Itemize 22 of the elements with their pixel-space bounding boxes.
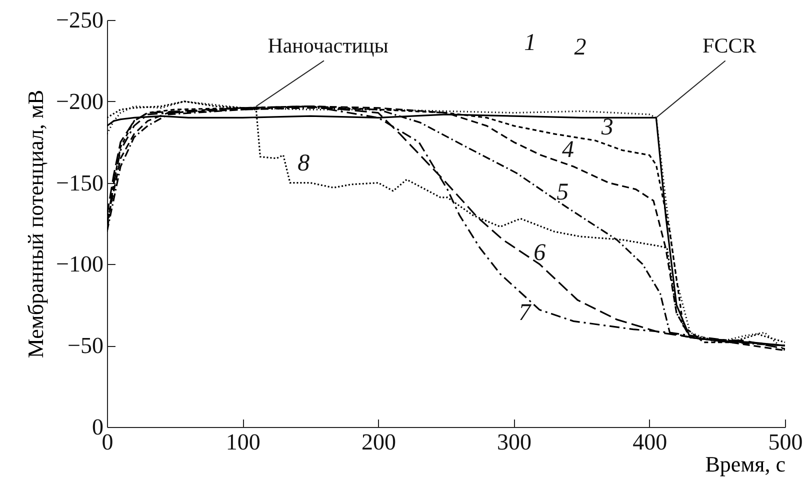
text: 1 xyxy=(524,30,536,56)
series-label: 4 xyxy=(562,137,574,164)
x-tick-label: 500 xyxy=(768,430,803,454)
series-label: 6 xyxy=(534,240,546,266)
series-label: 7 xyxy=(518,300,532,326)
series-label: 5 xyxy=(556,180,569,206)
series-label: 3 xyxy=(600,114,614,140)
text: 2 xyxy=(574,34,586,61)
annotation: Наночастицы xyxy=(268,34,388,58)
annotation: FCCR xyxy=(702,34,756,58)
y-tick-label: −50 xyxy=(68,333,104,358)
series-label: 8 xyxy=(298,150,310,176)
x-tick-label: 200 xyxy=(361,430,396,454)
y-axis-title: Мембранный потенциал, мВ xyxy=(23,90,48,358)
y-tick-label: −100 xyxy=(56,252,104,277)
x-axis-title: Время, с xyxy=(705,452,786,476)
y-tick-label: −250 xyxy=(56,8,104,32)
x-tick-label: 400 xyxy=(632,430,668,454)
x-tick-label: 100 xyxy=(226,430,260,454)
y-tick-label: −200 xyxy=(56,88,104,114)
y-tick-label: −150 xyxy=(56,170,104,196)
x-tick-label: 300 xyxy=(497,430,532,454)
